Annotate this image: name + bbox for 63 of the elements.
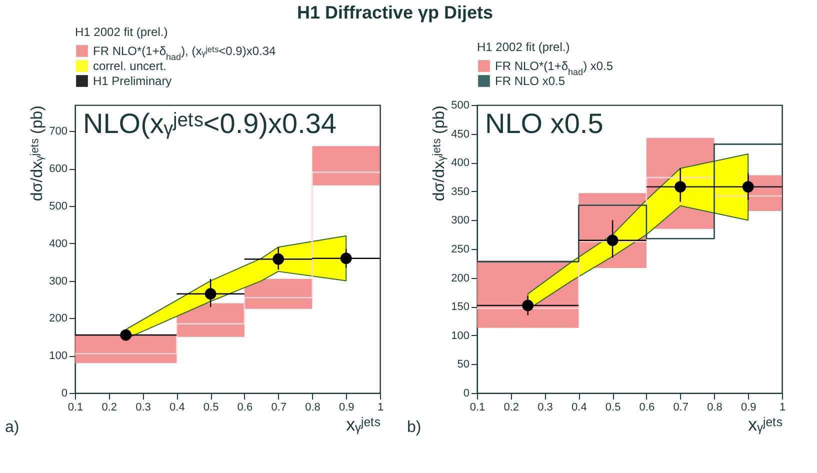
- x-tick-label: 0.6: [237, 402, 253, 414]
- y-axis-title: dσ/dxᵧʲᵉᵗˢ (pb): [431, 106, 448, 202]
- x-tick-label: 0.4: [170, 402, 185, 414]
- point: [120, 329, 132, 341]
- legend-label: correl. uncert.: [93, 59, 166, 73]
- y-tick-label: 100: [451, 330, 470, 342]
- x-tick-label: 0.3: [136, 402, 151, 414]
- x-tick-label: 0.2: [102, 402, 118, 414]
- y-tick-label: 600: [49, 163, 68, 176]
- x-tick-label: 0.8: [707, 402, 722, 414]
- x-tick-label: 0.1: [68, 402, 84, 414]
- point: [742, 181, 754, 192]
- x-tick-label: 0.5: [203, 402, 219, 414]
- y-tick-label: 50: [457, 358, 470, 371]
- x-tick-label: 0.6: [639, 402, 655, 414]
- y-tick-label: 400: [451, 157, 470, 170]
- x-tick-label: 0.1: [470, 402, 486, 414]
- y-tick-label: 500: [451, 100, 470, 112]
- x-axis-title: xᵧʲᵉᵗˢ: [346, 414, 380, 434]
- x-axis-title: xᵧʲᵉᵗˢ: [748, 414, 782, 434]
- y-axis-title: dσ/dxᵧʲᵉᵗˢ (pb): [29, 106, 46, 202]
- y-tick-label: 0: [463, 388, 470, 400]
- y-tick-label: 700: [49, 126, 68, 138]
- x-tick-label: 0.4: [572, 402, 587, 414]
- y-tick-label: 500: [49, 200, 68, 212]
- x-tick-label: 1: [779, 402, 786, 414]
- x-tick-label: 1: [377, 402, 384, 414]
- y-tick-label: 300: [49, 275, 68, 288]
- legend-title: H1 2002 fit (prel.): [477, 40, 570, 54]
- chart-title: H1 Diffractive γp Dijets: [296, 2, 494, 22]
- point: [674, 181, 686, 192]
- x-tick-label: 0.3: [538, 402, 553, 414]
- annotation: NLO(xᵧʲᵉᵗˢ<0.9)x0.34: [83, 108, 337, 139]
- y-tick-label: 300: [451, 214, 470, 227]
- y-tick-label: 200: [49, 312, 68, 325]
- text: b): [407, 419, 422, 436]
- legend-label: FR NLO*(1+δ$_{had}$) x0.5: [495, 59, 614, 77]
- y-tick-label: 450: [451, 128, 470, 140]
- point: [606, 234, 618, 246]
- x-tick-label: 0.7: [271, 402, 286, 414]
- annotation: NLO x0.5: [485, 108, 604, 139]
- point: [272, 253, 284, 265]
- y-tick-label: 400: [49, 238, 68, 250]
- legend-title: H1 2002 fit (prel.): [75, 25, 168, 39]
- point: [204, 288, 216, 300]
- x-tick-label: 0.8: [305, 402, 320, 414]
- x-tick-label: 0.9: [338, 402, 354, 414]
- y-tick-label: 200: [451, 272, 470, 284]
- x-tick-label: 0.5: [605, 402, 621, 414]
- x-tick-label: 0.9: [740, 402, 756, 414]
- legend-label: FR NLO x0.5: [495, 74, 566, 88]
- y-tick-label: 250: [451, 244, 470, 256]
- legend-label: FR NLO*(1+δ$_{had}$), (xᵧʲᵉᵗˢ<0.9)x0.34: [93, 44, 276, 62]
- y-tick-label: 0: [61, 388, 68, 400]
- x-tick-label: 0.7: [673, 402, 688, 414]
- point: [522, 300, 534, 312]
- point: [340, 252, 352, 264]
- text: a): [5, 419, 20, 436]
- legend-label: H1 Preliminary: [93, 74, 172, 88]
- y-tick-label: 150: [451, 301, 470, 314]
- x-tick-label: 0.2: [504, 402, 520, 414]
- y-tick-label: 350: [451, 186, 470, 198]
- y-tick-label: 100: [49, 350, 68, 362]
